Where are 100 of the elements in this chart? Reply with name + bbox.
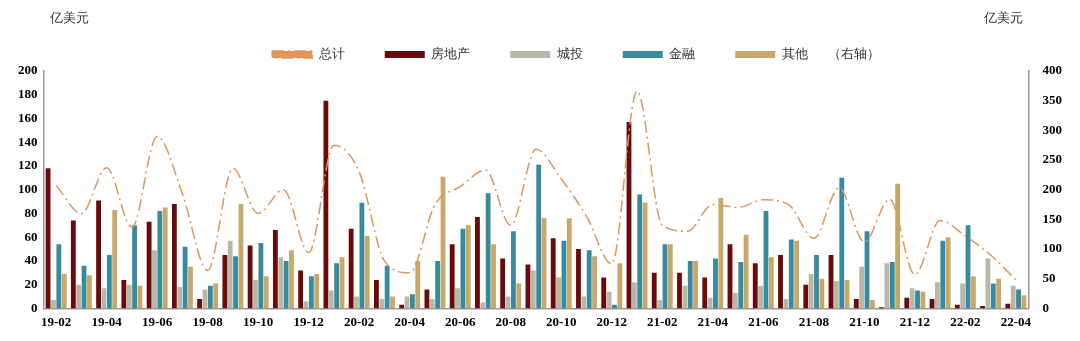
y-tick-label: 40 xyxy=(24,252,38,268)
bar xyxy=(814,254,819,309)
bar xyxy=(752,263,758,309)
bar xyxy=(778,254,783,309)
bar xyxy=(915,290,920,309)
bar xyxy=(617,263,623,309)
bar xyxy=(106,254,112,309)
legend-label: 总计 xyxy=(317,46,345,62)
y-tick-label: 200 xyxy=(18,62,38,78)
bar xyxy=(702,277,708,309)
bar xyxy=(112,209,118,309)
y-tick-label: 160 xyxy=(18,109,38,125)
bar xyxy=(460,228,466,309)
bar xyxy=(909,288,915,309)
bar xyxy=(374,279,379,309)
x-tick-label: 21-10 xyxy=(849,313,880,329)
bar xyxy=(869,300,875,309)
x-tick-label: 21-12 xyxy=(899,313,931,329)
y2-tick-label: 150 xyxy=(1042,210,1062,226)
bar xyxy=(667,244,673,309)
y2-tick-label: 350 xyxy=(1042,92,1062,108)
y-axis-title: 亿美元 xyxy=(48,10,89,26)
bar xyxy=(314,273,320,309)
legend-label: 房地产 xyxy=(431,46,471,62)
x-tick-label: 20-04 xyxy=(394,313,426,329)
bar xyxy=(606,291,612,309)
bar xyxy=(631,282,637,309)
y-tick-label: 60 xyxy=(24,228,38,244)
bar xyxy=(960,283,966,309)
bar xyxy=(429,298,435,309)
bar xyxy=(536,164,542,309)
bar xyxy=(657,300,663,309)
bar xyxy=(783,298,789,309)
bar xyxy=(152,250,157,309)
bar xyxy=(126,284,132,309)
bar xyxy=(272,230,278,309)
legend-label: 其他 xyxy=(781,46,808,62)
bar xyxy=(682,285,688,309)
bar xyxy=(996,278,1002,309)
bar xyxy=(935,282,940,309)
x-tick-label: 19-12 xyxy=(293,313,324,329)
bar xyxy=(348,228,354,309)
bar xyxy=(707,297,713,309)
y2-axis-title: 亿美元 xyxy=(982,10,1023,26)
y2-tick-label: 50 xyxy=(1042,270,1056,286)
y2-tick-label: 100 xyxy=(1042,240,1062,256)
y-tick-label: 100 xyxy=(18,181,38,197)
bar xyxy=(188,266,193,309)
bar xyxy=(853,298,859,309)
bar xyxy=(833,281,839,309)
bar xyxy=(475,217,480,309)
bar xyxy=(364,235,370,309)
x-tick-label: 21-04 xyxy=(697,313,729,329)
bar xyxy=(177,287,183,309)
bar xyxy=(980,306,985,309)
bar xyxy=(253,279,258,309)
bar xyxy=(323,100,329,309)
bar xyxy=(56,244,62,309)
bar xyxy=(263,276,269,309)
x-tick-label: 21-06 xyxy=(748,313,779,329)
bar xyxy=(581,296,587,309)
bar xyxy=(718,198,724,309)
bar xyxy=(449,244,455,309)
x-tick-label: 19-08 xyxy=(192,313,224,329)
bar xyxy=(197,298,203,309)
bar xyxy=(455,288,460,309)
bar xyxy=(157,211,163,309)
bar xyxy=(895,183,901,309)
bar xyxy=(516,283,522,309)
bar xyxy=(732,292,738,309)
bar xyxy=(384,265,390,309)
bar xyxy=(904,297,910,309)
bar xyxy=(491,244,496,309)
x-tick-label: 19-02 xyxy=(40,313,72,329)
line-series xyxy=(55,90,1017,281)
bar xyxy=(637,194,643,309)
bar xyxy=(96,200,102,309)
bar xyxy=(435,260,441,309)
y-tick-label: 20 xyxy=(24,276,38,292)
bar xyxy=(768,257,774,309)
y2-tick-label: 200 xyxy=(1042,181,1062,197)
bar xyxy=(146,221,152,309)
bar xyxy=(794,240,800,309)
bar xyxy=(354,296,359,309)
bar xyxy=(480,302,486,309)
bar xyxy=(76,284,82,309)
bar xyxy=(788,239,794,309)
bar xyxy=(940,240,946,309)
bar xyxy=(738,262,744,309)
bar xyxy=(592,256,597,309)
bar xyxy=(687,260,693,309)
x-tick-label: 21-08 xyxy=(798,313,830,329)
y2-tick-label: 250 xyxy=(1042,151,1062,167)
bar xyxy=(465,225,471,309)
bar xyxy=(70,220,76,309)
bar xyxy=(511,231,516,309)
bar xyxy=(677,272,682,309)
bar xyxy=(920,291,926,309)
bar xyxy=(530,270,536,309)
x-tick-label: 20-06 xyxy=(445,313,476,329)
